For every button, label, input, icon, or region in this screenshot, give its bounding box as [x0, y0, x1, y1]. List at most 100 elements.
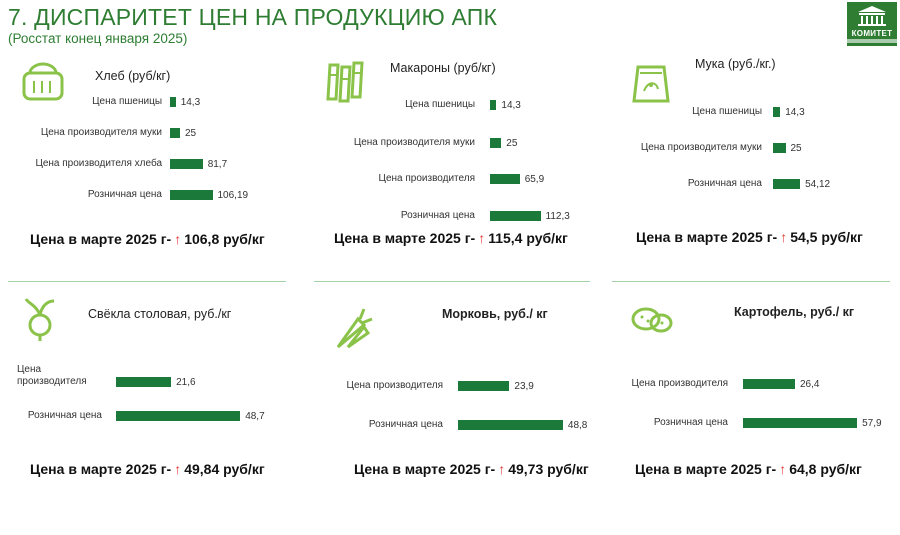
bar-label: Цена производителя муки	[640, 142, 762, 153]
footer-prefix: Цена в марте 2025 г-	[354, 461, 496, 477]
footer-prefix: Цена в марте 2025 г-	[30, 231, 172, 247]
logo-name: КОМИТЕТ	[851, 29, 893, 38]
bar-label: Цена производителя хлеба	[35, 158, 162, 169]
bar-value-label: 14,3	[180, 97, 201, 108]
up-arrow-icon: ↑	[779, 461, 787, 477]
chart-title: Картофель, руб./ кг	[734, 305, 855, 319]
bar-value-label: 25	[506, 138, 518, 149]
bar	[743, 418, 858, 428]
pasta-icon	[322, 59, 368, 105]
chart-panel-carrot: Морковь, руб./ кг Цена производителя 23,9 Р…	[300, 285, 600, 535]
page-subtitle: (Росстат конец января 2025)	[8, 31, 188, 46]
bar-value-label: 23,9	[514, 381, 534, 392]
bar	[773, 143, 786, 153]
chart-title: Морковь, руб./ кг	[442, 307, 548, 321]
footer-prefix: Цена в марте 2025 г-	[30, 461, 172, 477]
bar-value-label: 106,19	[217, 190, 249, 201]
bar	[490, 211, 541, 221]
bar-label: Цена производителя муки	[353, 137, 475, 148]
bar-label: Цена производителя	[346, 380, 443, 391]
up-arrow-icon: ↑	[478, 230, 486, 246]
up-arrow-icon: ↑	[174, 231, 182, 247]
chart-panel-pasta: Макароны (руб/кг) Цена пшеницы 14,3 Цена пр…	[300, 55, 600, 305]
divider-middle	[314, 281, 590, 282]
bar	[170, 97, 176, 107]
bar	[116, 377, 172, 387]
carrot-icon	[328, 305, 374, 351]
bar	[743, 379, 795, 389]
bar-label: Розничная цена	[400, 210, 475, 221]
bar-value-label: 26,4	[800, 379, 820, 390]
footer-prefix: Цена в марте 2025 г-	[636, 229, 778, 245]
chart-title: Хлеб (руб/кг)	[95, 69, 171, 83]
march-price-value: 54,5 руб/кг	[790, 229, 863, 245]
bar-label: Цена пшеницы	[692, 106, 762, 117]
bar-value-label: 112,3	[545, 211, 570, 222]
bar	[458, 420, 563, 430]
march-price-summary: Цена в марте 2025 г- ↑ 64,8 руб/кг	[635, 461, 862, 477]
chart-panel-potato: Картофель, руб./ кг Цена производителя 26,…	[600, 285, 900, 535]
chart-panel-bread: Хлеб (руб/кг) Цена пшеницы 14,3 Цена произв…	[0, 55, 300, 305]
bar-value-label: 25	[185, 128, 197, 139]
page-title: 7. ДИСПАРИТЕТ ЦЕН НА ПРОДУКЦИЮ АПК	[8, 4, 498, 30]
bar-label: Розничная цена	[27, 410, 102, 421]
bar-value-label: 14,3	[501, 100, 521, 111]
march-price-summary: Цена в марте 2025 г- ↑ 115,4 руб/кг	[334, 230, 568, 246]
bar-value-label: 57,9	[862, 418, 882, 429]
committee-logo: КОМИТЕТ	[847, 2, 897, 46]
march-price-value: 106,8 руб/кг	[184, 231, 265, 247]
bar	[170, 190, 213, 200]
bar-label: Цена пшеницы	[92, 96, 162, 107]
bar-label: Розничная цена	[687, 178, 762, 189]
bar	[170, 128, 180, 138]
bar	[773, 107, 781, 117]
chart-title: Свёкла столовая, руб./кг	[88, 307, 232, 321]
chart-title: Макароны (руб/кг)	[390, 61, 496, 75]
bar-value-label: 25	[790, 143, 802, 154]
chart-panel-beet: Свёкла столовая, руб./кг Цена производите…	[0, 285, 300, 535]
march-price-summary: Цена в марте 2025 г- ↑ 54,5 руб/кг	[636, 229, 863, 245]
beet-icon	[18, 295, 64, 341]
logo-subtext-line	[847, 39, 897, 43]
bar	[490, 100, 497, 110]
march-price-summary: Цена в марте 2025 г- ↑ 49,84 руб/кг	[30, 461, 265, 477]
footer-prefix: Цена в марте 2025 г-	[334, 230, 476, 246]
bar-value-label: 21,6	[176, 377, 196, 388]
march-price-value: 49,73 руб/кг	[508, 461, 589, 477]
up-arrow-icon: ↑	[780, 229, 788, 245]
bar-value-label: 14,3	[785, 107, 805, 118]
bar-value-label: 54,12	[805, 179, 831, 190]
march-price-value: 49,84 руб/кг	[184, 461, 265, 477]
footer-prefix: Цена в марте 2025 г-	[635, 461, 777, 477]
bar-value-label: 81,7	[207, 159, 228, 170]
march-price-summary: Цена в марте 2025 г- ↑ 106,8 руб/кг	[30, 231, 265, 247]
bar	[773, 179, 801, 189]
march-price-value: 64,8 руб/кг	[789, 461, 862, 477]
bar-label: Розничная цена	[653, 417, 728, 428]
flour-bag-icon	[628, 59, 674, 105]
chart-panel-flour: Мука (руб./кг.) Цена пшеницы 14,3 Цена прои…	[600, 55, 900, 305]
up-arrow-icon: ↑	[174, 461, 182, 477]
bar-value-label: 65,9	[524, 174, 545, 185]
march-price-value: 115,4 руб/кг	[488, 230, 568, 246]
bar-label: Розничная цена	[368, 419, 443, 430]
bar	[116, 411, 241, 421]
divider-right	[612, 281, 890, 282]
bar-label: Цена производителя	[17, 364, 87, 387]
bar-label: Цена производителя	[631, 378, 728, 389]
march-price-summary: Цена в марте 2025 г- ↑ 49,73 руб/кг	[354, 461, 589, 477]
potato-icon	[628, 293, 674, 339]
bar	[170, 159, 203, 169]
bar-label: Цена пшеницы	[405, 99, 475, 110]
chart-title: Мука (руб./кг.)	[695, 57, 776, 71]
bar	[458, 381, 510, 391]
bar-label: Цена производителя муки	[40, 127, 162, 138]
up-arrow-icon: ↑	[498, 461, 506, 477]
bar-label: Цена производителя	[378, 173, 475, 184]
divider-left	[8, 281, 286, 282]
building-icon	[858, 6, 886, 26]
bar	[490, 174, 520, 184]
bar	[490, 138, 502, 148]
bar-value-label: 48,7	[245, 411, 265, 422]
bar-value-label: 48,8	[567, 420, 588, 431]
